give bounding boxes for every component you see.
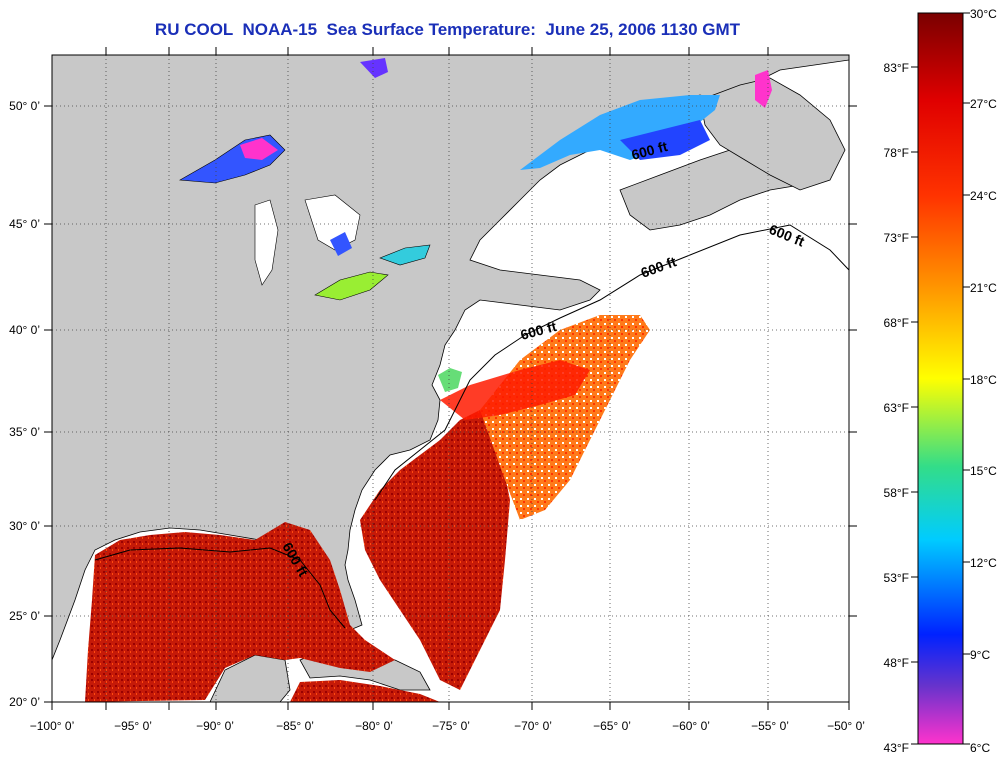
colorbar-fahrenheit-label: 53°F: [884, 571, 909, 585]
lat-label: 30° 0’: [9, 519, 40, 533]
lon-label: −100° 0’: [30, 719, 75, 733]
lon-label: −65° 0’: [593, 719, 631, 733]
lon-label: −55° 0’: [751, 719, 789, 733]
lon-label: −80° 0’: [355, 719, 393, 733]
lat-label: 50° 0’: [9, 99, 40, 113]
lon-label: −95° 0’: [114, 719, 152, 733]
lake-ontario: [379, 244, 431, 266]
map-frame: [51, 54, 850, 703]
lat-label: 35° 0’: [9, 425, 40, 439]
colorbar-fahrenheit-label: 78°F: [884, 146, 909, 160]
graticule: [52, 55, 849, 702]
colorbar-fahrenheit-label: 63°F: [884, 401, 909, 415]
map-title: RU COOL NOAA-15 Sea Surface Temperature:…: [154, 20, 741, 39]
colorbar-celsius-label: 24°C: [970, 189, 997, 203]
lake-superior-pink: [240, 138, 278, 160]
colorbar-celsius-label: 27°C: [970, 97, 997, 111]
lake-michigan: [254, 199, 279, 286]
sst-caribbean: [290, 680, 440, 702]
lon-label: −75° 0’: [432, 719, 470, 733]
lon-label: −90° 0’: [196, 719, 234, 733]
sst-coastal-green: [438, 368, 462, 392]
sst-atlantic-orange: [480, 315, 650, 520]
colorbar-fahrenheit-label: 43°F: [884, 741, 909, 755]
colorbar-celsius-label: 30°C: [970, 7, 997, 21]
sst-atlantic-south: [360, 410, 510, 690]
colorbar-fahrenheit-label: 68°F: [884, 316, 909, 330]
lat-labels: 20° 0’ 25° 0’ 30° 0’ 35° 0’ 40° 0’ 45° 0…: [9, 99, 40, 709]
colorbar: 30°C 27°C 24°C 21°C 18°C 15°C 12°C 9°C 6…: [884, 7, 998, 755]
colorbar-fahrenheit-label: 83°F: [884, 61, 909, 75]
sst-gulf-of-mexico: [85, 522, 395, 702]
map-panel: [52, 55, 849, 702]
lon-label: −60° 0’: [672, 719, 710, 733]
lon-label: −70° 0’: [514, 719, 552, 733]
colorbar-ticks: [911, 12, 970, 745]
lat-label: 40° 0’: [9, 323, 40, 337]
lake-erie: [314, 271, 389, 301]
lat-label: 45° 0’: [9, 217, 40, 231]
colorbar-celsius-label: 21°C: [970, 281, 997, 295]
lon-label: −50° 0’: [827, 719, 865, 733]
colorbar-celsius-label: 18°C: [970, 373, 997, 387]
colorbar-celsius-label: 12°C: [970, 556, 997, 570]
isobath-600ft: [94, 224, 849, 629]
lake-huron-cool: [330, 232, 352, 256]
colorbar-celsius-label: 6°C: [970, 741, 990, 755]
lat-label: 20° 0’: [9, 695, 40, 709]
colorbar-fahrenheit-label: 73°F: [884, 231, 909, 245]
lon-label: −85° 0’: [276, 719, 314, 733]
colorbar-celsius-label: 9°C: [970, 648, 990, 662]
sst-hudson-pink: [360, 58, 388, 78]
lat-label: 25° 0’: [9, 609, 40, 623]
sst-st-lawrence-deep: [620, 120, 710, 160]
colorbar-fahrenheit-label: 58°F: [884, 486, 909, 500]
colorbar-fahrenheit-label: 48°F: [884, 656, 909, 670]
sst-st-lawrence: [520, 95, 720, 170]
colorbar-celsius-label: 15°C: [970, 464, 997, 478]
colorbar-gradient: [917, 12, 964, 745]
sst-gulf-stream: [440, 360, 590, 420]
lon-labels: −100° 0’ −95° 0’ −90° 0’ −85° 0’ −80° 0’…: [30, 719, 865, 733]
axis-ticks: [44, 47, 857, 710]
